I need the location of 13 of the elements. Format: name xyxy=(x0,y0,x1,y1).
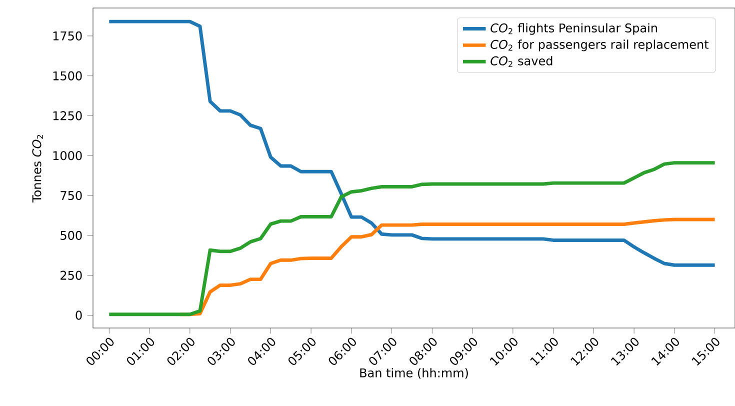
y-tick-label: 750 xyxy=(60,190,82,200)
y-axis-title: Tonnes CO$_{2}$ xyxy=(32,135,43,202)
legend-label: CO$_{2}$ flights Peninsular Spain xyxy=(490,23,657,35)
y-tick-label: 1750 xyxy=(53,31,82,40)
y-tick-label: 1250 xyxy=(53,111,82,120)
legend-label: CO$_{2}$ for passengers rail replacement xyxy=(490,40,709,52)
y-tick-label: 1000 xyxy=(53,151,82,160)
y-tick-label: 1500 xyxy=(53,71,82,80)
y-tick-label: 0 xyxy=(76,310,82,320)
x-axis-title: Ban time (hh:mm) xyxy=(360,368,468,379)
legend-label: CO$_{2}$ saved xyxy=(490,56,552,68)
y-tick-label: 250 xyxy=(60,270,82,280)
y-tick-label: 500 xyxy=(60,230,82,240)
